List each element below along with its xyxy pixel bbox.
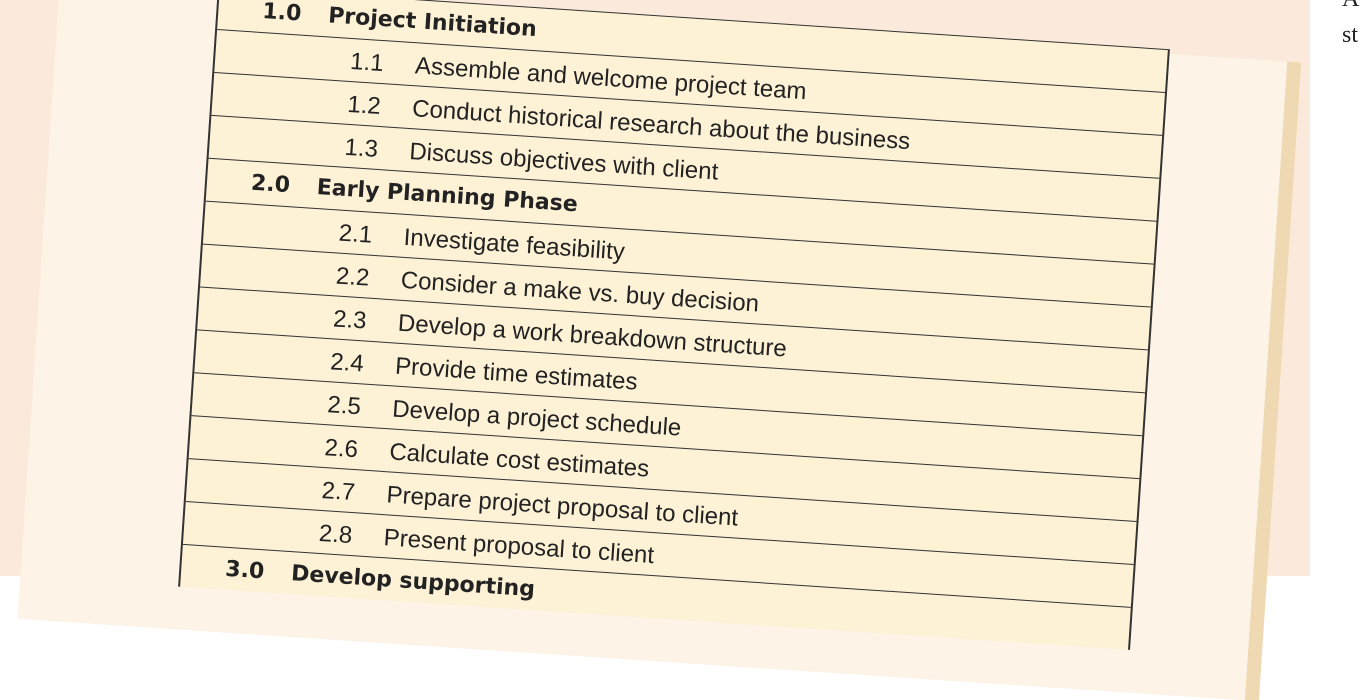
- item-number: 2.4: [329, 348, 365, 378]
- item-number: 2.6: [323, 434, 359, 464]
- item-number: 2.2: [335, 262, 371, 292]
- item-number: 2.0: [250, 170, 291, 199]
- item-number: 2.1: [337, 219, 374, 249]
- item-number: 2.5: [326, 391, 362, 421]
- item-number: 1.3: [343, 133, 379, 163]
- item-number: 1.1: [349, 47, 385, 78]
- item-number: 2.7: [320, 477, 356, 507]
- item-number: 3.0: [224, 556, 266, 585]
- item-number: 1.0: [261, 0, 303, 27]
- wbs-table: 1.0 Project Initiation 1.1 Assemble and wel…: [178, 0, 1170, 650]
- side-text: st: [1342, 22, 1359, 48]
- item-number: 2.3: [332, 305, 368, 335]
- side-text: A: [1342, 0, 1359, 13]
- item-number: 2.8: [318, 519, 354, 550]
- item-number: 1.2: [346, 90, 382, 121]
- item-text: Project Initiation: [327, 3, 538, 43]
- item-text: Develop supporting: [290, 561, 536, 603]
